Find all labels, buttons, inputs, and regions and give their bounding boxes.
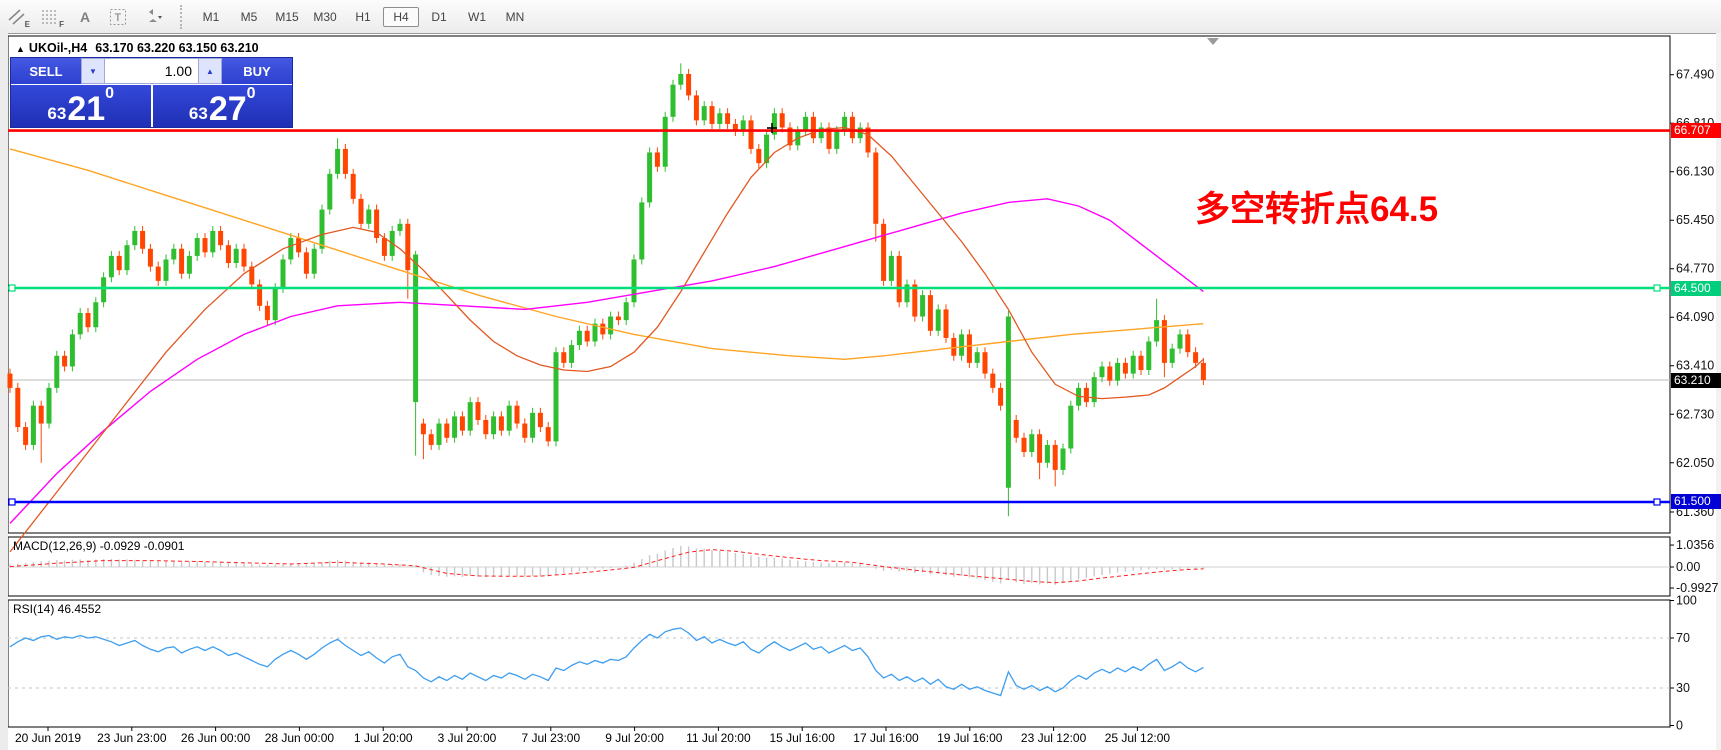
time-tick-label: 15 Jul 16:00 bbox=[770, 731, 836, 745]
timeframe-button-m5[interactable]: M5 bbox=[240, 9, 258, 24]
symbol-name: UKOil-,H4 bbox=[28, 41, 88, 55]
svg-text:A: A bbox=[80, 9, 90, 25]
price-badge-64.500: 64.500 bbox=[1671, 280, 1721, 296]
price-tick-label: 64.090 bbox=[1676, 310, 1714, 324]
price-tick-label: 63.410 bbox=[1676, 359, 1714, 373]
timeframe-button-m30[interactable]: M30 bbox=[313, 9, 337, 24]
timeframe-group: M1 M5 M15 M30 H1 H4 D1 W1 MN bbox=[180, 4, 534, 29]
price-tick-label: 67.490 bbox=[1676, 68, 1714, 82]
hline-handle[interactable] bbox=[1653, 284, 1661, 292]
price-badge-66.707: 66.707 bbox=[1671, 123, 1721, 139]
sell-price-prefix: 63 bbox=[47, 104, 67, 123]
time-tick-label: 20 Jun 2019 bbox=[15, 731, 81, 745]
rsi-tick-label: 0 bbox=[1676, 719, 1683, 733]
time-tick-label: 1 Jul 20:00 bbox=[354, 731, 413, 745]
ohlc-quote: 63.170 63.220 63.150 63.210 bbox=[95, 41, 259, 55]
rsi-tick-label: 70 bbox=[1676, 631, 1690, 645]
price-tick-label: 64.770 bbox=[1676, 262, 1714, 276]
time-tick-label: 19 Jul 16:00 bbox=[937, 731, 1003, 745]
rsi-pane bbox=[8, 627, 1670, 697]
time-tick-label: 28 Jun 00:00 bbox=[265, 731, 335, 745]
sell-price-sup: 0 bbox=[105, 85, 115, 102]
time-tick-label: 11 Jul 20:00 bbox=[686, 731, 751, 745]
price-tick-label: 62.050 bbox=[1676, 456, 1714, 470]
price-tick-label: 65.450 bbox=[1676, 213, 1714, 227]
price-tick-label: 66.130 bbox=[1676, 165, 1714, 179]
time-tick-label: 7 Jul 23:00 bbox=[521, 731, 580, 745]
macd-tick-label: 1.0356 bbox=[1676, 538, 1714, 552]
sell-price-big: 21 bbox=[67, 90, 106, 129]
timeframe-button-h1[interactable]: H1 bbox=[355, 9, 371, 24]
macd-tick-label: -0.9927 bbox=[1676, 581, 1718, 595]
candles-layer bbox=[7, 63, 1206, 517]
collapse-panel-icon[interactable]: ▲ bbox=[16, 44, 25, 54]
tool-sub-letter: E bbox=[24, 19, 30, 29]
time-tick-label: 23 Jun 23:00 bbox=[97, 731, 167, 745]
price-badge-63.210: 63.210 bbox=[1671, 372, 1721, 388]
macd-pane bbox=[8, 545, 1670, 585]
rsi-indicator-label: RSI(14) 46.4552 bbox=[13, 602, 102, 616]
chart-markers bbox=[767, 38, 1219, 133]
equidistant-channel-icon[interactable]: E bbox=[1, 3, 33, 31]
macd-tick-label: 0.00 bbox=[1676, 560, 1700, 574]
hline-handle[interactable] bbox=[8, 498, 16, 506]
macd-signal-line bbox=[9, 549, 1204, 584]
symbol-title: ▲ UKOil-,H4 63.170 63.220 63.150 63.210 bbox=[16, 41, 259, 55]
ma-redorange-line bbox=[9, 126, 1204, 553]
buy-price-big: 27 bbox=[208, 90, 247, 129]
timeframe-button-mn[interactable]: MN bbox=[505, 9, 525, 24]
one-click-trade-panel: SELL ▼ 1.00 ▲ BUY 63 21 0 63 27 0 bbox=[10, 57, 293, 128]
tool-sub-letter: F bbox=[59, 19, 64, 29]
volume-input[interactable]: 1.00 bbox=[105, 58, 198, 84]
text-label-glyph: T bbox=[110, 8, 126, 25]
arrows-icon[interactable] bbox=[137, 3, 169, 31]
price-badge-61.500: 61.500 bbox=[1671, 494, 1721, 510]
time-tick-label: 23 Jul 12:00 bbox=[1021, 731, 1087, 745]
time-tick-label: 3 Jul 20:00 bbox=[438, 731, 497, 745]
chart-text-annotation[interactable]: 多空转折点64.5 bbox=[1195, 190, 1439, 229]
sell-button[interactable]: SELL bbox=[11, 58, 81, 84]
macd-indicator-label: MACD(12,26,9) -0.0929 -0.0901 bbox=[13, 539, 185, 553]
svg-text:T: T bbox=[115, 12, 122, 24]
sell-price-display[interactable]: 63 21 0 bbox=[11, 85, 153, 127]
arrows-glyph bbox=[149, 8, 162, 22]
rsi-tick-label: 30 bbox=[1676, 681, 1690, 695]
toolbar: E F A T M1 M5 M15 M30 H1 H4 D1 W1 MN bbox=[0, 0, 1721, 34]
equidistant-channel-glyph bbox=[8, 8, 25, 25]
time-tick-label: 9 Jul 20:00 bbox=[605, 731, 664, 745]
timeframe-button-d1[interactable]: D1 bbox=[431, 9, 447, 24]
rsi-line bbox=[9, 627, 1204, 697]
buy-price-sup: 0 bbox=[246, 85, 256, 102]
time-tick-label: 26 Jun 00:00 bbox=[181, 731, 251, 745]
timeframe-button-w1[interactable]: W1 bbox=[468, 9, 486, 24]
time-axis[interactable]: 20 Jun 2019 23 Jun 23:00 26 Jun 00:00 28 Ju… bbox=[15, 727, 1170, 745]
time-tick-label: 17 Jul 16:00 bbox=[853, 731, 919, 745]
fibonacci-retracement-icon[interactable]: F bbox=[35, 3, 67, 31]
ma-orange-line bbox=[9, 148, 1204, 361]
ma-magenta-line bbox=[9, 198, 1204, 524]
volume-decrement-button[interactable]: ▼ bbox=[81, 58, 105, 84]
volume-increment-button[interactable]: ▲ bbox=[198, 58, 222, 84]
hline-handle[interactable] bbox=[1653, 498, 1661, 506]
text-icon[interactable]: A bbox=[69, 3, 101, 31]
chart-shift-marker-icon bbox=[1207, 38, 1219, 45]
rsi-tick-label: 100 bbox=[1676, 594, 1697, 608]
timeframe-button-m1[interactable]: M1 bbox=[202, 9, 220, 24]
horizontal-lines[interactable] bbox=[8, 129, 1670, 506]
price-axis: 67.49066.81066.13065.45064.77064.09063.4… bbox=[1670, 68, 1718, 733]
price-tick-label: 62.730 bbox=[1676, 407, 1714, 421]
buy-price-display[interactable]: 63 27 0 bbox=[152, 85, 292, 129]
text-label-icon[interactable]: T bbox=[103, 3, 135, 31]
timeframe-button-m15[interactable]: M15 bbox=[275, 9, 299, 24]
hline-handle[interactable] bbox=[8, 284, 16, 292]
timeframe-button-h4[interactable]: H4 bbox=[383, 6, 419, 27]
buy-price-prefix: 63 bbox=[188, 104, 208, 123]
text-glyph: A bbox=[80, 9, 90, 25]
buy-button[interactable]: BUY bbox=[222, 58, 292, 84]
time-tick-label: 25 Jul 12:00 bbox=[1105, 731, 1171, 745]
